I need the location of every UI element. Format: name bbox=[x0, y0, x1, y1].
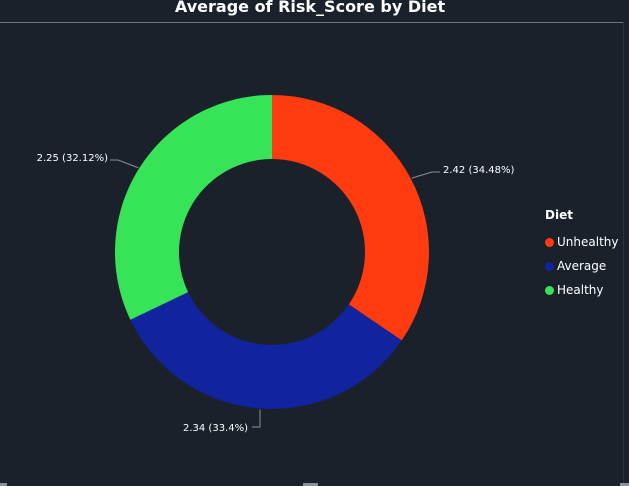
leader-line-average bbox=[252, 409, 261, 428]
resize-handle-right bbox=[620, 483, 629, 486]
legend-label-unhealthy: Unhealthy bbox=[557, 235, 619, 249]
legend: Diet Unhealthy Average Healthy bbox=[545, 207, 618, 302]
slice-unhealthy[interactable] bbox=[272, 95, 429, 341]
legend-label-healthy: Healthy bbox=[557, 283, 604, 297]
resize-handle-left bbox=[0, 483, 7, 486]
legend-swatch-healthy bbox=[545, 285, 554, 295]
legend-label-average: Average bbox=[557, 259, 607, 273]
chart-title: Average of Risk_Score by Diet bbox=[174, 0, 446, 16]
leader-line-unhealthy bbox=[411, 171, 440, 179]
legend-title: Diet bbox=[545, 208, 573, 222]
title-divider bbox=[0, 22, 623, 23]
slice-healthy[interactable] bbox=[114, 95, 273, 320]
data-label-average: 2.34 (33.4%) bbox=[183, 423, 248, 434]
legend-item-unhealthy[interactable]: Unhealthy bbox=[545, 230, 618, 254]
legend-item-healthy[interactable]: Healthy bbox=[545, 278, 618, 302]
leader-line-healthy bbox=[110, 159, 139, 169]
legend-item-average[interactable]: Average bbox=[545, 254, 618, 278]
resize-handle-center bbox=[303, 483, 318, 486]
bottom-handles bbox=[0, 483, 629, 486]
legend-swatch-average bbox=[545, 261, 554, 271]
legend-swatch-unhealthy bbox=[545, 237, 554, 247]
data-label-healthy: 2.25 (32.12%) bbox=[37, 153, 108, 164]
slice-average[interactable] bbox=[130, 292, 402, 409]
visual-edge bbox=[623, 22, 624, 486]
data-label-unhealthy: 2.42 (34.48%) bbox=[443, 165, 514, 176]
